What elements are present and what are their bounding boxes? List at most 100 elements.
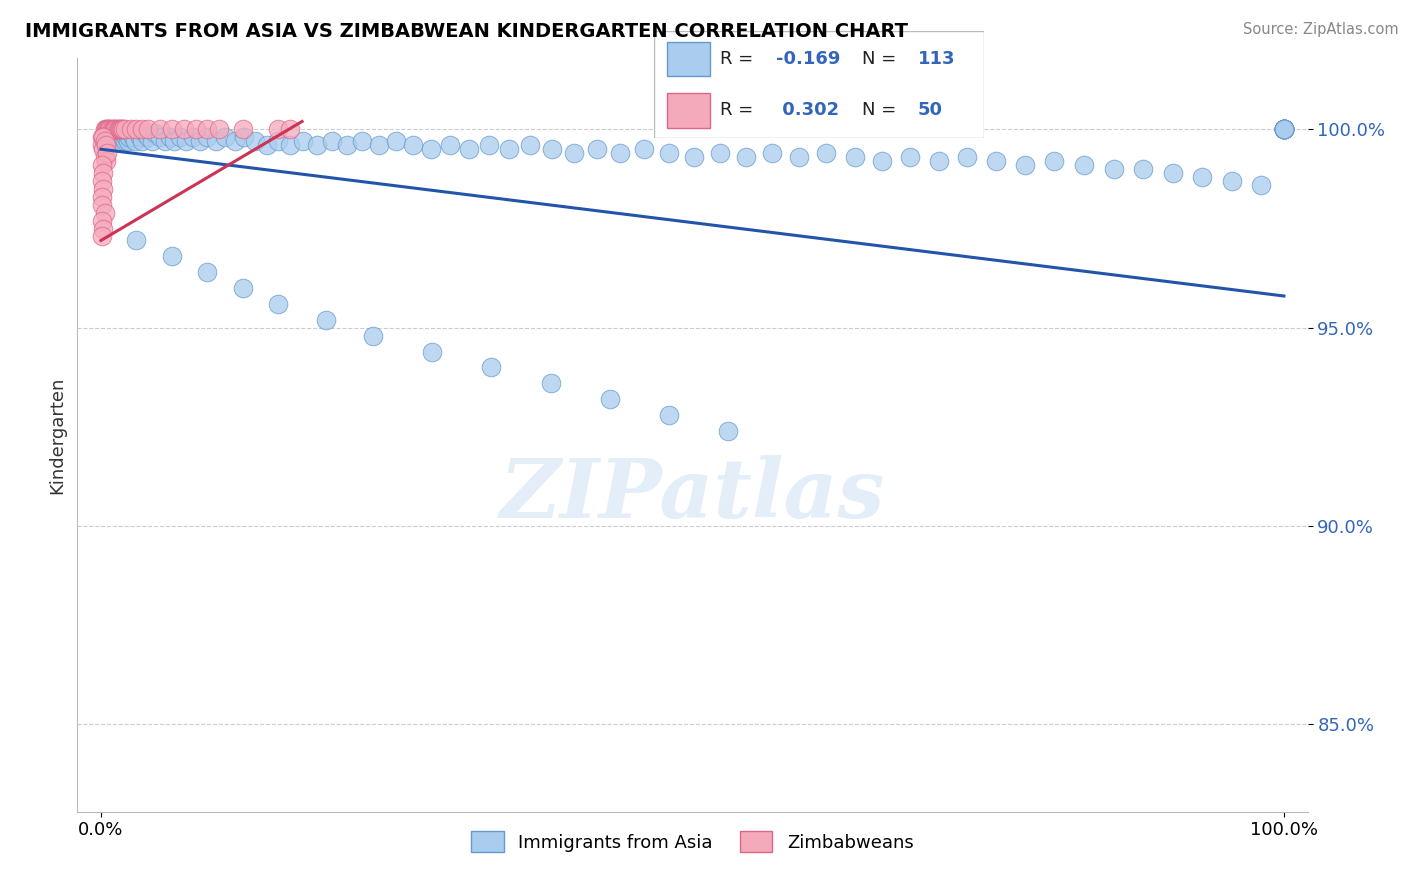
Point [100, 122, 122, 136]
Point [181, 130, 204, 145]
Point [112, 126, 135, 140]
Point [243, 134, 266, 148]
Point [214, 130, 236, 145]
Point [91, 198, 114, 212]
Point [1191, 169, 1213, 184]
Point [118, 130, 141, 145]
Point [267, 297, 290, 311]
Text: -0.169: -0.169 [776, 50, 841, 68]
Text: 0.302: 0.302 [776, 102, 839, 120]
Text: 113: 113 [918, 50, 956, 68]
Point [188, 134, 212, 148]
Point [1073, 158, 1095, 172]
Point [111, 130, 134, 145]
Point [439, 138, 461, 153]
Point [110, 126, 132, 140]
Point [93, 205, 115, 219]
Point [197, 130, 219, 145]
Point [107, 122, 129, 136]
Point [278, 122, 301, 136]
Point [103, 126, 125, 140]
Point [114, 122, 136, 136]
Point [105, 122, 128, 136]
Text: N =: N = [862, 50, 901, 68]
Point [124, 134, 146, 148]
Point [1250, 178, 1272, 192]
Point [120, 122, 142, 136]
Point [163, 134, 186, 148]
Point [169, 130, 191, 145]
Point [91, 190, 114, 204]
Point [129, 130, 152, 145]
Point [91, 158, 114, 172]
Point [1272, 122, 1295, 136]
Point [91, 229, 114, 244]
Point [160, 249, 183, 263]
Point [93, 166, 115, 180]
Point [125, 234, 148, 248]
Text: R =: R = [720, 102, 759, 120]
Point [232, 281, 254, 295]
Point [114, 134, 136, 148]
Point [1220, 174, 1243, 188]
Point [928, 154, 950, 169]
Point [787, 150, 810, 164]
Point [540, 376, 562, 391]
Point [93, 150, 115, 164]
Point [107, 126, 129, 140]
Point [1132, 162, 1154, 177]
Point [134, 126, 156, 140]
FancyBboxPatch shape [666, 94, 710, 128]
Point [105, 134, 128, 148]
Point [98, 122, 121, 136]
Point [108, 122, 131, 136]
Point [709, 146, 731, 161]
Point [115, 126, 138, 140]
Point [609, 146, 631, 161]
Legend: Immigrants from Asia, Zimbabweans: Immigrants from Asia, Zimbabweans [464, 824, 921, 859]
Point [658, 146, 681, 161]
Point [91, 174, 114, 188]
Point [103, 122, 125, 136]
Point [91, 213, 114, 227]
Point [224, 134, 246, 148]
Point [402, 138, 425, 153]
Point [562, 146, 585, 161]
Point [111, 122, 134, 136]
Point [420, 344, 443, 359]
Point [94, 154, 117, 169]
Point [457, 142, 479, 156]
Point [100, 122, 122, 136]
Point [127, 126, 149, 140]
Point [100, 126, 122, 140]
Point [122, 130, 145, 145]
Point [682, 150, 704, 164]
Point [1272, 122, 1295, 136]
Point [112, 122, 135, 136]
Y-axis label: Kindergarten: Kindergarten [48, 376, 66, 493]
Text: R =: R = [720, 50, 759, 68]
Point [97, 122, 120, 136]
Point [104, 130, 127, 145]
Point [96, 138, 118, 153]
Point [336, 138, 359, 153]
Point [232, 122, 254, 136]
Point [149, 130, 172, 145]
Point [956, 150, 979, 164]
Point [898, 150, 921, 164]
Point [267, 122, 290, 136]
Point [498, 142, 520, 156]
FancyBboxPatch shape [654, 31, 984, 138]
Text: Source: ZipAtlas.com: Source: ZipAtlas.com [1243, 22, 1399, 37]
Point [361, 328, 384, 343]
Point [94, 138, 117, 153]
Point [91, 130, 114, 145]
Point [658, 408, 681, 422]
Point [986, 154, 1008, 169]
Point [761, 146, 783, 161]
Point [267, 134, 290, 148]
Point [93, 130, 115, 145]
Point [204, 134, 226, 148]
Point [478, 138, 501, 153]
Point [197, 265, 219, 279]
